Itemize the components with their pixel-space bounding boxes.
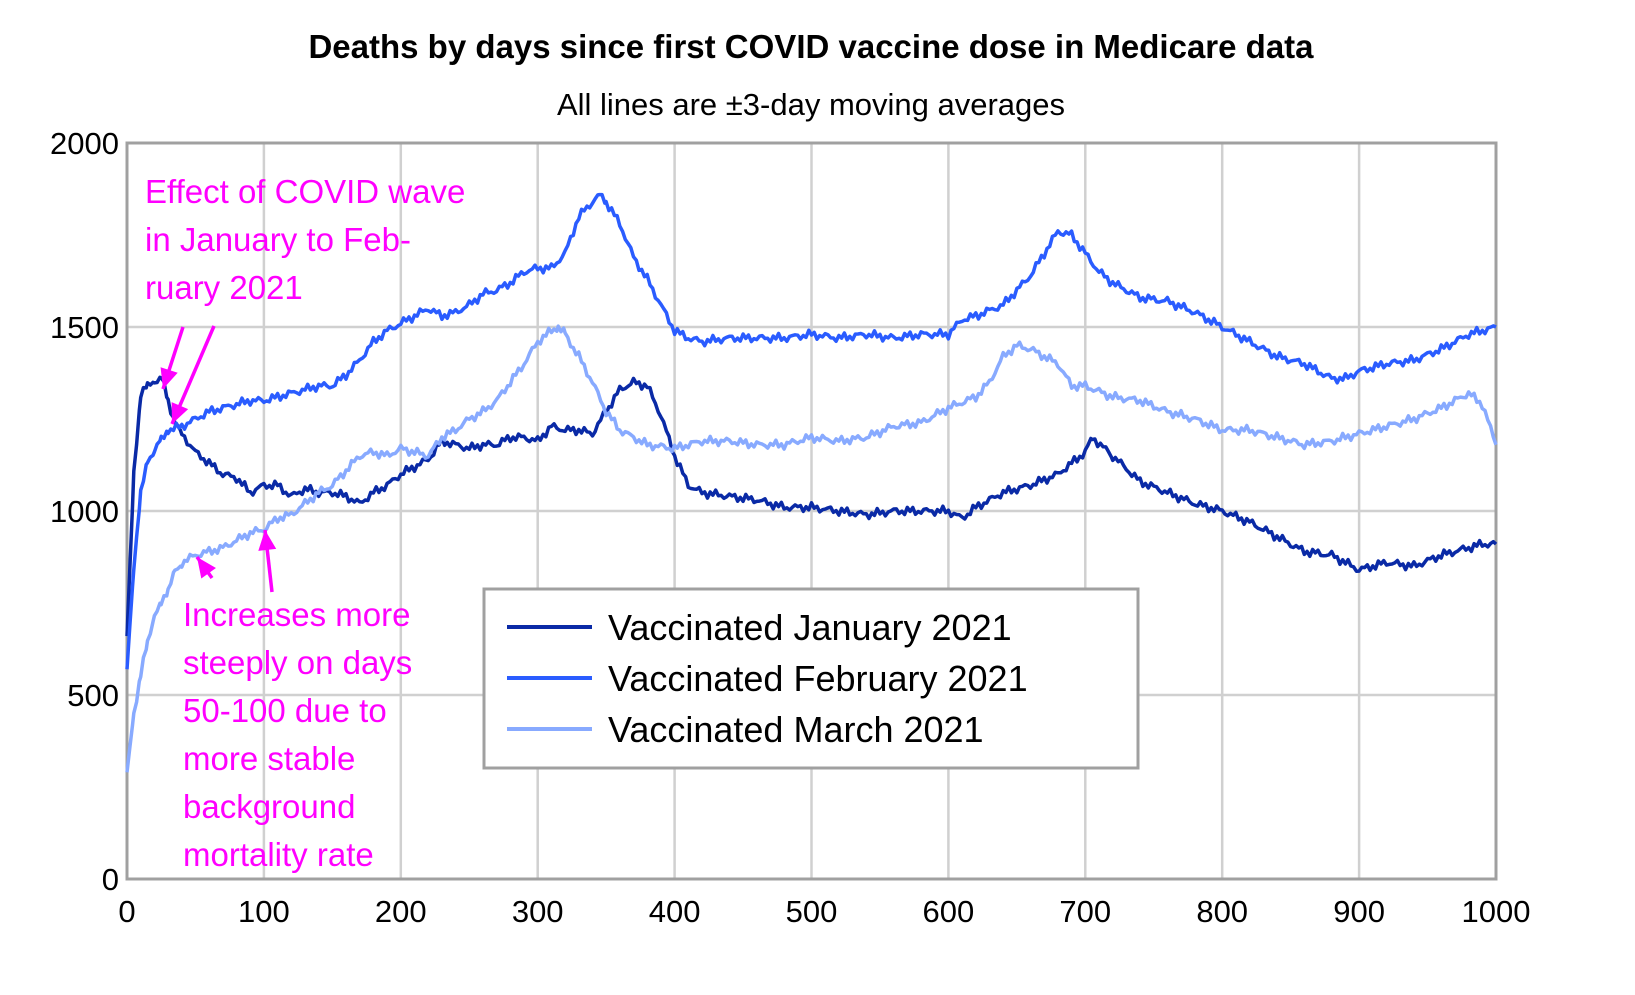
series-line-2: [125, 192, 1497, 670]
annotation-covid-wave-line: ruary 2021: [145, 269, 303, 306]
x-tick-label: 1000: [1462, 894, 1531, 929]
series-group: [125, 192, 1498, 773]
y-tick-label: 1000: [50, 494, 119, 529]
x-tick-label: 0: [118, 894, 135, 929]
arrowhead-icon: [171, 402, 189, 424]
y-tick-label: 0: [102, 862, 119, 897]
arrowhead-icon: [197, 557, 216, 579]
chart-title: Deaths by days since first COVID vaccine…: [308, 28, 1314, 65]
y-tick-label: 1500: [50, 310, 119, 345]
legend: Vaccinated January 2021 Vaccinated Februa…: [482, 587, 1140, 770]
legend-label: Vaccinated March 2021: [608, 709, 984, 750]
chart-subtitle: All lines are ±3-day moving averages: [557, 87, 1065, 122]
annotation-increase-line: more stable: [183, 740, 355, 777]
plot-frame: [125, 141, 1498, 881]
annotation-increase-line: 50-100 due to: [183, 692, 387, 729]
annotation-covid-wave-line: Effect of COVID wave: [145, 173, 465, 210]
legend-label: Vaccinated January 2021: [608, 607, 1012, 648]
legend-box: [482, 587, 1140, 770]
legend-label: Vaccinated February 2021: [608, 658, 1028, 699]
y-tick-label: 2000: [50, 126, 119, 161]
arrowhead-icon: [258, 530, 277, 551]
x-tick-label: 500: [786, 894, 838, 929]
x-tick-label: 100: [238, 894, 290, 929]
annotations: Effect of COVID wave in January to Feb-ru…: [145, 173, 465, 873]
x-tick-label: 600: [923, 894, 975, 929]
series-line-3: [125, 324, 1498, 773]
annotation-increase-line: Increases more: [183, 596, 410, 633]
series-line-1: [125, 375, 1498, 637]
arrowhead-icon: [160, 367, 178, 389]
y-tick-label: 500: [67, 678, 119, 713]
x-tick-label: 300: [512, 894, 564, 929]
annotation-increase-line: steeply on days: [183, 644, 412, 681]
annotation-increase-line: background: [183, 788, 355, 825]
x-tick-label: 900: [1333, 894, 1385, 929]
x-tick-label: 800: [1196, 894, 1248, 929]
x-tick-label: 200: [375, 894, 427, 929]
x-tick-label: 700: [1059, 894, 1111, 929]
annotation-covid-wave-line: in January to Feb-: [145, 221, 411, 258]
x-tick-label: 400: [649, 894, 701, 929]
axes: 0 100 200 300 400 500 600 700 800 900 1000 0 500 1000…: [50, 126, 1530, 929]
annotation-increase-line: mortality rate: [183, 836, 374, 873]
